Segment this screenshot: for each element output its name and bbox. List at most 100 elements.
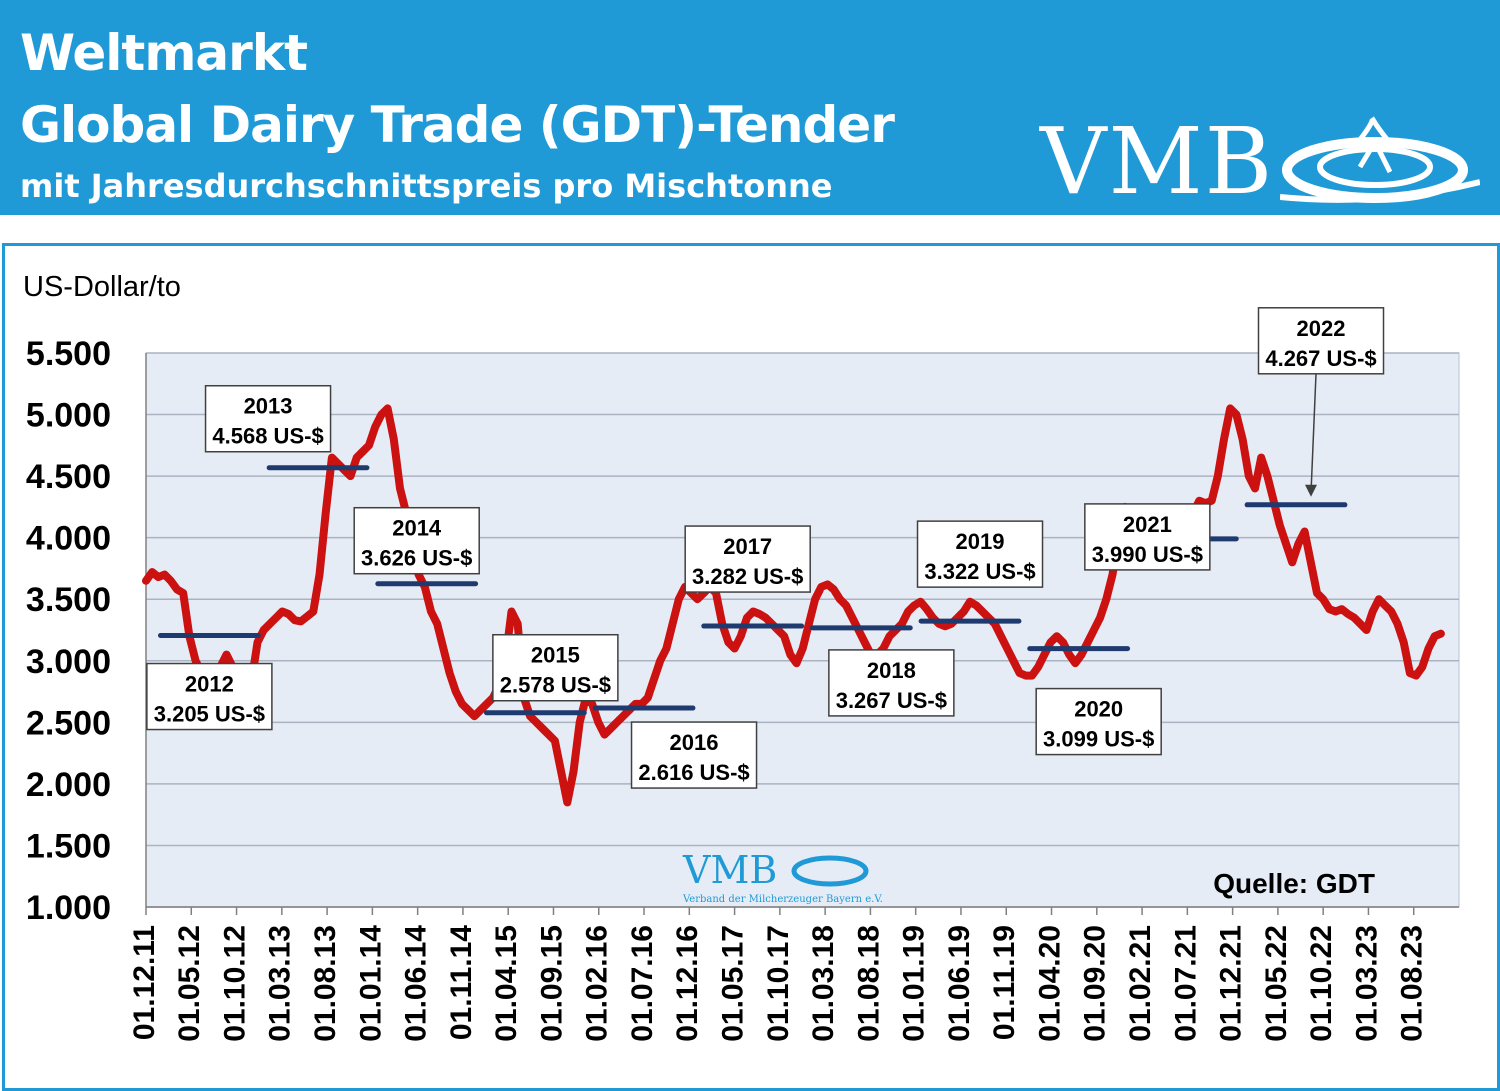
annotation-value: 3.626 US-$ [361, 546, 472, 571]
annotation-2015: 2015 2.578 US-$ [492, 633, 619, 702]
series-line [142, 404, 1445, 807]
annotation-value: 3.322 US-$ [924, 559, 1035, 584]
x-tick-label: 01.08.18 [852, 925, 885, 1042]
annotation-value: 3.267 US-$ [836, 688, 947, 713]
y-tick-label: 2.500 [26, 704, 111, 742]
x-tick-labels: 01.12.11 01.05.12 01.10.12 01.03.13 01.08.13… [128, 925, 1429, 1042]
annotation-leader [1310, 373, 1317, 493]
x-tick-label: 01.08.23 [1396, 925, 1429, 1042]
annotation-year: 2019 [956, 529, 1005, 554]
annotation-box [492, 633, 619, 702]
annotation-year: 2017 [723, 534, 772, 559]
annotation-box [630, 721, 758, 789]
y-tick-labels: 5.500 5.000 4.500 4.000 3.500 3.000 2.500 2.000… [26, 335, 111, 927]
annotation-2020: 2020 3.099 US-$ [1035, 687, 1162, 756]
y-tick-label: 4.000 [26, 520, 111, 558]
annotation-2017: 2017 3.282 US-$ [684, 525, 811, 593]
vmb-logo: VMB [1040, 112, 1480, 212]
y-tick-label: 3.500 [26, 581, 111, 619]
x-tick-label: 01.10.22 [1305, 925, 1338, 1042]
x-tick-label: 01.06.14 [400, 925, 433, 1042]
annotation-value: 3.099 US-$ [1043, 727, 1154, 752]
annotation-year: 2015 [531, 643, 580, 668]
annotation-value: 3.205 US-$ [154, 702, 265, 727]
x-tick-label: 01.08.13 [309, 925, 342, 1042]
annotation-value: 2.616 US-$ [638, 760, 749, 785]
annotation-box [204, 384, 332, 453]
header-subtitle: mit Jahresdurchschnittspreis pro Mischto… [20, 167, 833, 205]
annotation-boxes: 2012 3.205 US-$ 2013 4.568 US-$ 2014 3.626 US… [146, 307, 1385, 789]
annotation-2013: 2013 4.568 US-$ [204, 384, 332, 453]
x-tick-label: 01.05.17 [717, 925, 750, 1042]
x-tick-label: 01.12.21 [1215, 925, 1248, 1042]
annotation-year: 2018 [867, 658, 916, 683]
annotation-year: 2022 [1297, 316, 1346, 341]
x-tick-label: 01.05.12 [173, 925, 206, 1042]
x-tick-label: 01.04.20 [1033, 925, 1066, 1042]
y-tick-label: 5.000 [26, 397, 111, 435]
chart-frame: US-Dollar/to 5.500 5.000 4.500 4.000 3.500 3.… [2, 243, 1500, 1091]
y-axis-label: US-Dollar/to [23, 271, 181, 303]
annotation-year: 2016 [670, 730, 719, 755]
header-banner: Weltmarkt Global Dairy Trade (GDT)-Tende… [0, 0, 1500, 215]
x-tick-label: 01.01.19 [898, 925, 931, 1042]
header-title-1: Weltmarkt [20, 24, 308, 82]
x-tick-label: 01.04.15 [490, 925, 523, 1042]
annotation-box [146, 662, 273, 731]
annotation-box [828, 649, 955, 717]
x-tick-label: 01.03.23 [1350, 925, 1383, 1042]
x-tick-label: 01.10.17 [762, 925, 795, 1042]
x-tick-label: 01.10.12 [218, 925, 251, 1042]
vmb-logo-text: VMB [1040, 108, 1275, 215]
x-tick-label: 01.12.16 [671, 925, 704, 1042]
x-tick-label: 01.09.15 [535, 925, 568, 1042]
annotation-2019: 2019 3.322 US-$ [916, 520, 1044, 588]
annotation-2021: 2021 3.990 US-$ [1084, 503, 1211, 571]
x-tick-label: 01.02.16 [581, 925, 614, 1042]
x-tick-label: 01.05.22 [1260, 925, 1293, 1042]
annotation-year: 2012 [185, 672, 234, 697]
plot-area [145, 352, 1460, 908]
x-tick-label: 01.06.19 [943, 925, 976, 1042]
y-tick-label: 3.000 [26, 643, 111, 681]
x-tick-label: 01.11.14 [445, 925, 478, 1040]
vmb-watermark: VMB Verband der Milcherzeuger Bayern e.V… [682, 848, 883, 905]
x-tick-label: 01.07.21 [1169, 925, 1202, 1042]
annotation-box [1257, 307, 1385, 375]
annotation-arrowhead [1305, 484, 1318, 497]
source-note: Quelle: GDT [1213, 868, 1375, 899]
annotation-2014: 2014 3.626 US-$ [353, 506, 480, 575]
gdt-line-chart: US-Dollar/to 5.500 5.000 4.500 4.000 3.500 3.… [23, 271, 1460, 1042]
annotation-box [353, 506, 480, 575]
annotation-value: 4.568 US-$ [212, 424, 323, 449]
watermark-logo-text: VMB [682, 848, 777, 892]
y-tick-label: 1.000 [26, 889, 111, 927]
x-tick-label: 01.03.18 [807, 925, 840, 1042]
watermark-swoosh-icon [791, 855, 869, 887]
y-tick-label: 1.500 [26, 827, 111, 865]
y-tick-label: 2.000 [26, 766, 111, 804]
annotation-year: 2021 [1123, 512, 1172, 537]
x-tick-label: 01.07.16 [626, 925, 659, 1042]
annotation-box [1084, 503, 1211, 571]
x-tick-label: 01.11.19 [988, 925, 1021, 1040]
annotation-year: 2013 [244, 394, 293, 419]
watermark-subtitle: Verband der Milcherzeuger Bayern e.V. [682, 894, 883, 905]
annotation-value: 4.267 US-$ [1265, 346, 1376, 371]
y-tick-label: 4.500 [26, 458, 111, 496]
annotation-box [684, 525, 811, 593]
annotation-2018: 2018 3.267 US-$ [828, 649, 955, 717]
annotation-value: 3.990 US-$ [1092, 542, 1203, 567]
milk-swoosh-icon [1280, 116, 1480, 203]
x-tick-label: 01.01.14 [354, 925, 387, 1042]
x-tick-label: 01.02.21 [1124, 925, 1157, 1042]
annotation-2022: 2022 4.267 US-$ [1257, 307, 1385, 497]
annotation-year: 2020 [1074, 697, 1123, 722]
annotation-value: 3.282 US-$ [692, 564, 803, 589]
annotation-value: 2.578 US-$ [500, 673, 611, 698]
x-tick-label: 01.09.20 [1079, 925, 1112, 1042]
y-tick-label: 5.500 [26, 335, 111, 373]
x-tick-label: 01.12.11 [128, 925, 161, 1040]
annotation-2016: 2016 2.616 US-$ [630, 721, 758, 789]
annotation-year: 2014 [392, 516, 442, 541]
